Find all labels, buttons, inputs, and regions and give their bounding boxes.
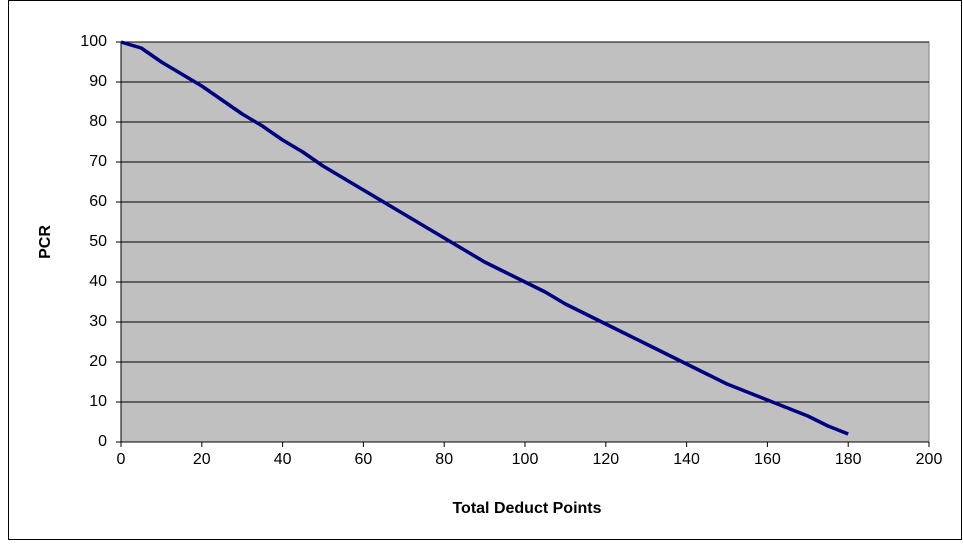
y-tick-label: 90 [89, 73, 107, 90]
x-tick-label: 60 [355, 451, 373, 468]
y-tick-label: 0 [98, 433, 107, 450]
x-tick-label: 140 [673, 451, 700, 468]
x-tick-label: 0 [117, 451, 126, 468]
y-tick-label: 100 [80, 33, 107, 50]
x-tick-label: 80 [435, 451, 453, 468]
y-tick-label: 30 [89, 313, 107, 330]
data-line [120, 40, 849, 436]
plot-area [120, 41, 930, 443]
y-tick-label: 10 [89, 393, 107, 410]
y-tick-label: 50 [89, 233, 107, 250]
y-tick-label: 60 [89, 193, 107, 210]
x-tick-label: 200 [916, 451, 943, 468]
y-tick-label: 20 [89, 353, 107, 370]
x-tick-label: 100 [512, 451, 539, 468]
y-tick-label: 40 [89, 273, 107, 290]
y-tick-label: 80 [89, 113, 107, 130]
y-tick-label: 70 [89, 153, 107, 170]
x-tick-label: 180 [835, 451, 862, 468]
x-tick-label: 160 [754, 451, 781, 468]
x-tick-label: 20 [193, 451, 211, 468]
y-axis-title: PCR [37, 225, 54, 259]
x-tick-label: 40 [274, 451, 292, 468]
x-axis-title: Total Deduct Points [452, 500, 601, 517]
x-tick-label: 120 [592, 451, 619, 468]
